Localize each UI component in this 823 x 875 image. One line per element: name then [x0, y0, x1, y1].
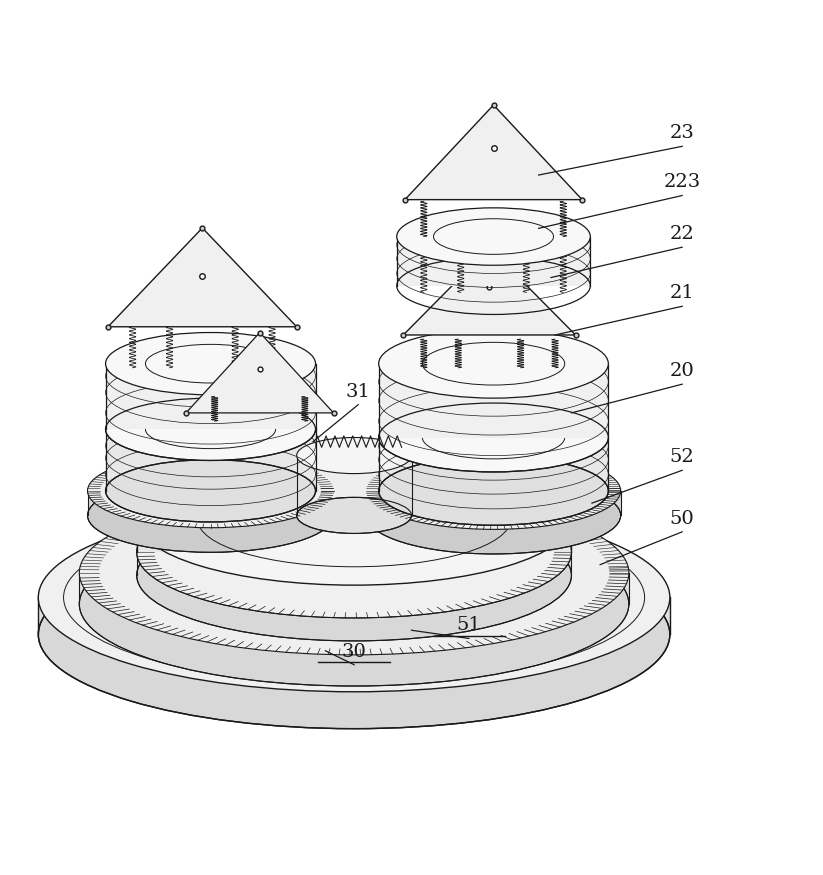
Polygon shape	[296, 456, 412, 515]
Ellipse shape	[79, 491, 629, 654]
Text: 21: 21	[670, 284, 695, 302]
Polygon shape	[105, 430, 315, 491]
Text: 51: 51	[457, 616, 481, 634]
Polygon shape	[403, 248, 575, 335]
Ellipse shape	[397, 208, 590, 265]
Text: 23: 23	[670, 124, 695, 143]
Polygon shape	[137, 552, 571, 575]
Polygon shape	[39, 598, 670, 634]
Text: 50: 50	[670, 510, 695, 528]
Ellipse shape	[379, 329, 608, 398]
Ellipse shape	[39, 540, 670, 729]
Ellipse shape	[79, 522, 629, 686]
Text: 22: 22	[670, 225, 695, 243]
Ellipse shape	[137, 509, 571, 640]
Ellipse shape	[296, 438, 412, 473]
Ellipse shape	[366, 452, 621, 529]
Ellipse shape	[137, 454, 571, 585]
Polygon shape	[137, 520, 571, 552]
Ellipse shape	[379, 403, 608, 472]
Ellipse shape	[87, 454, 333, 528]
Ellipse shape	[105, 398, 315, 460]
Polygon shape	[379, 438, 608, 491]
Text: 30: 30	[342, 642, 366, 661]
Polygon shape	[87, 491, 333, 515]
Ellipse shape	[105, 459, 315, 522]
Ellipse shape	[105, 332, 315, 395]
Text: 52: 52	[670, 448, 695, 466]
Polygon shape	[379, 364, 608, 438]
Ellipse shape	[87, 479, 333, 552]
Text: 223: 223	[663, 173, 701, 192]
Ellipse shape	[366, 477, 621, 554]
Ellipse shape	[137, 487, 571, 618]
Polygon shape	[366, 491, 621, 515]
Ellipse shape	[39, 503, 670, 692]
Text: 20: 20	[670, 362, 695, 380]
Polygon shape	[108, 228, 296, 326]
Ellipse shape	[296, 497, 412, 534]
Polygon shape	[405, 105, 582, 200]
Polygon shape	[186, 332, 333, 413]
Polygon shape	[105, 364, 315, 430]
Polygon shape	[397, 236, 590, 286]
Text: 31: 31	[346, 382, 370, 401]
Ellipse shape	[379, 457, 608, 525]
Polygon shape	[79, 573, 629, 604]
